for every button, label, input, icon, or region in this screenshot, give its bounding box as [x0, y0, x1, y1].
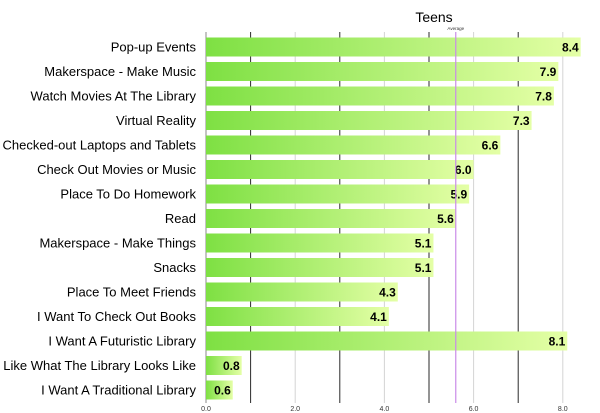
- category-label: I Want A Traditional Library: [41, 383, 196, 398]
- bar: [206, 37, 581, 57]
- data-label: 0.8: [223, 359, 240, 373]
- x-tick-label: 8.0: [558, 406, 568, 413]
- category-label: I Want A Futuristic Library: [48, 334, 196, 349]
- data-label: 8.4: [562, 41, 579, 55]
- category-label: Pop-up Events: [111, 40, 197, 55]
- bar: [206, 209, 456, 228]
- data-label: 0.6: [214, 384, 231, 398]
- x-tick-label: 2.0: [290, 406, 300, 413]
- data-label: 5.1: [415, 237, 432, 251]
- bar: [206, 282, 398, 302]
- data-label: 5.1: [415, 261, 432, 275]
- bar: [206, 86, 554, 106]
- category-label: Watch Movies At The Library: [31, 89, 197, 104]
- bar-layer: Pop-up Events 8.4 Makerspace - Make Music 7…: [0, 37, 581, 400]
- category-label: Read: [165, 211, 196, 226]
- data-label: 7.9: [540, 65, 557, 79]
- data-label: 4.1: [370, 310, 387, 324]
- category-label: Makerspace - Make Things: [39, 236, 196, 251]
- data-label: 4.3: [379, 286, 396, 300]
- data-label: 7.8: [535, 90, 552, 104]
- bar: [206, 184, 470, 204]
- bar: [206, 307, 389, 326]
- category-label: Place To Do Homework: [60, 187, 196, 202]
- average-label: Average: [447, 26, 464, 31]
- x-tick-label: 0.0: [201, 406, 211, 413]
- x-tick-label: 6.0: [469, 406, 479, 413]
- chart-title: Teens: [415, 9, 452, 25]
- category-label: Makerspace - Make Music: [44, 64, 196, 79]
- data-label: 6.6: [482, 139, 499, 153]
- data-label: 7.3: [513, 114, 530, 128]
- category-label: Snacks: [153, 260, 196, 275]
- category-label: I Like What The Library Looks Like: [0, 358, 196, 373]
- category-label: Checked-out Laptops and Tablets: [3, 138, 197, 153]
- reference-layer: Average: [447, 26, 465, 403]
- category-label: Virtual Reality: [116, 113, 196, 128]
- bar: [206, 62, 559, 81]
- bar: [206, 258, 434, 277]
- bar: [206, 380, 233, 400]
- bar: [206, 356, 242, 375]
- data-label: 8.1: [549, 335, 566, 349]
- data-label: 6.0: [455, 163, 472, 177]
- bar: [206, 111, 532, 130]
- data-label: 5.9: [450, 188, 467, 202]
- category-label: Check Out Movies or Music: [37, 162, 196, 177]
- bar: [206, 331, 568, 351]
- bar: [206, 233, 434, 253]
- category-label: I Want To Check Out Books: [37, 309, 196, 324]
- bar: [206, 135, 501, 155]
- category-label: Place To Meet Friends: [67, 285, 197, 300]
- data-label: 5.6: [437, 212, 454, 226]
- bar: [206, 160, 474, 179]
- x-tick-label: 4.0: [380, 406, 390, 413]
